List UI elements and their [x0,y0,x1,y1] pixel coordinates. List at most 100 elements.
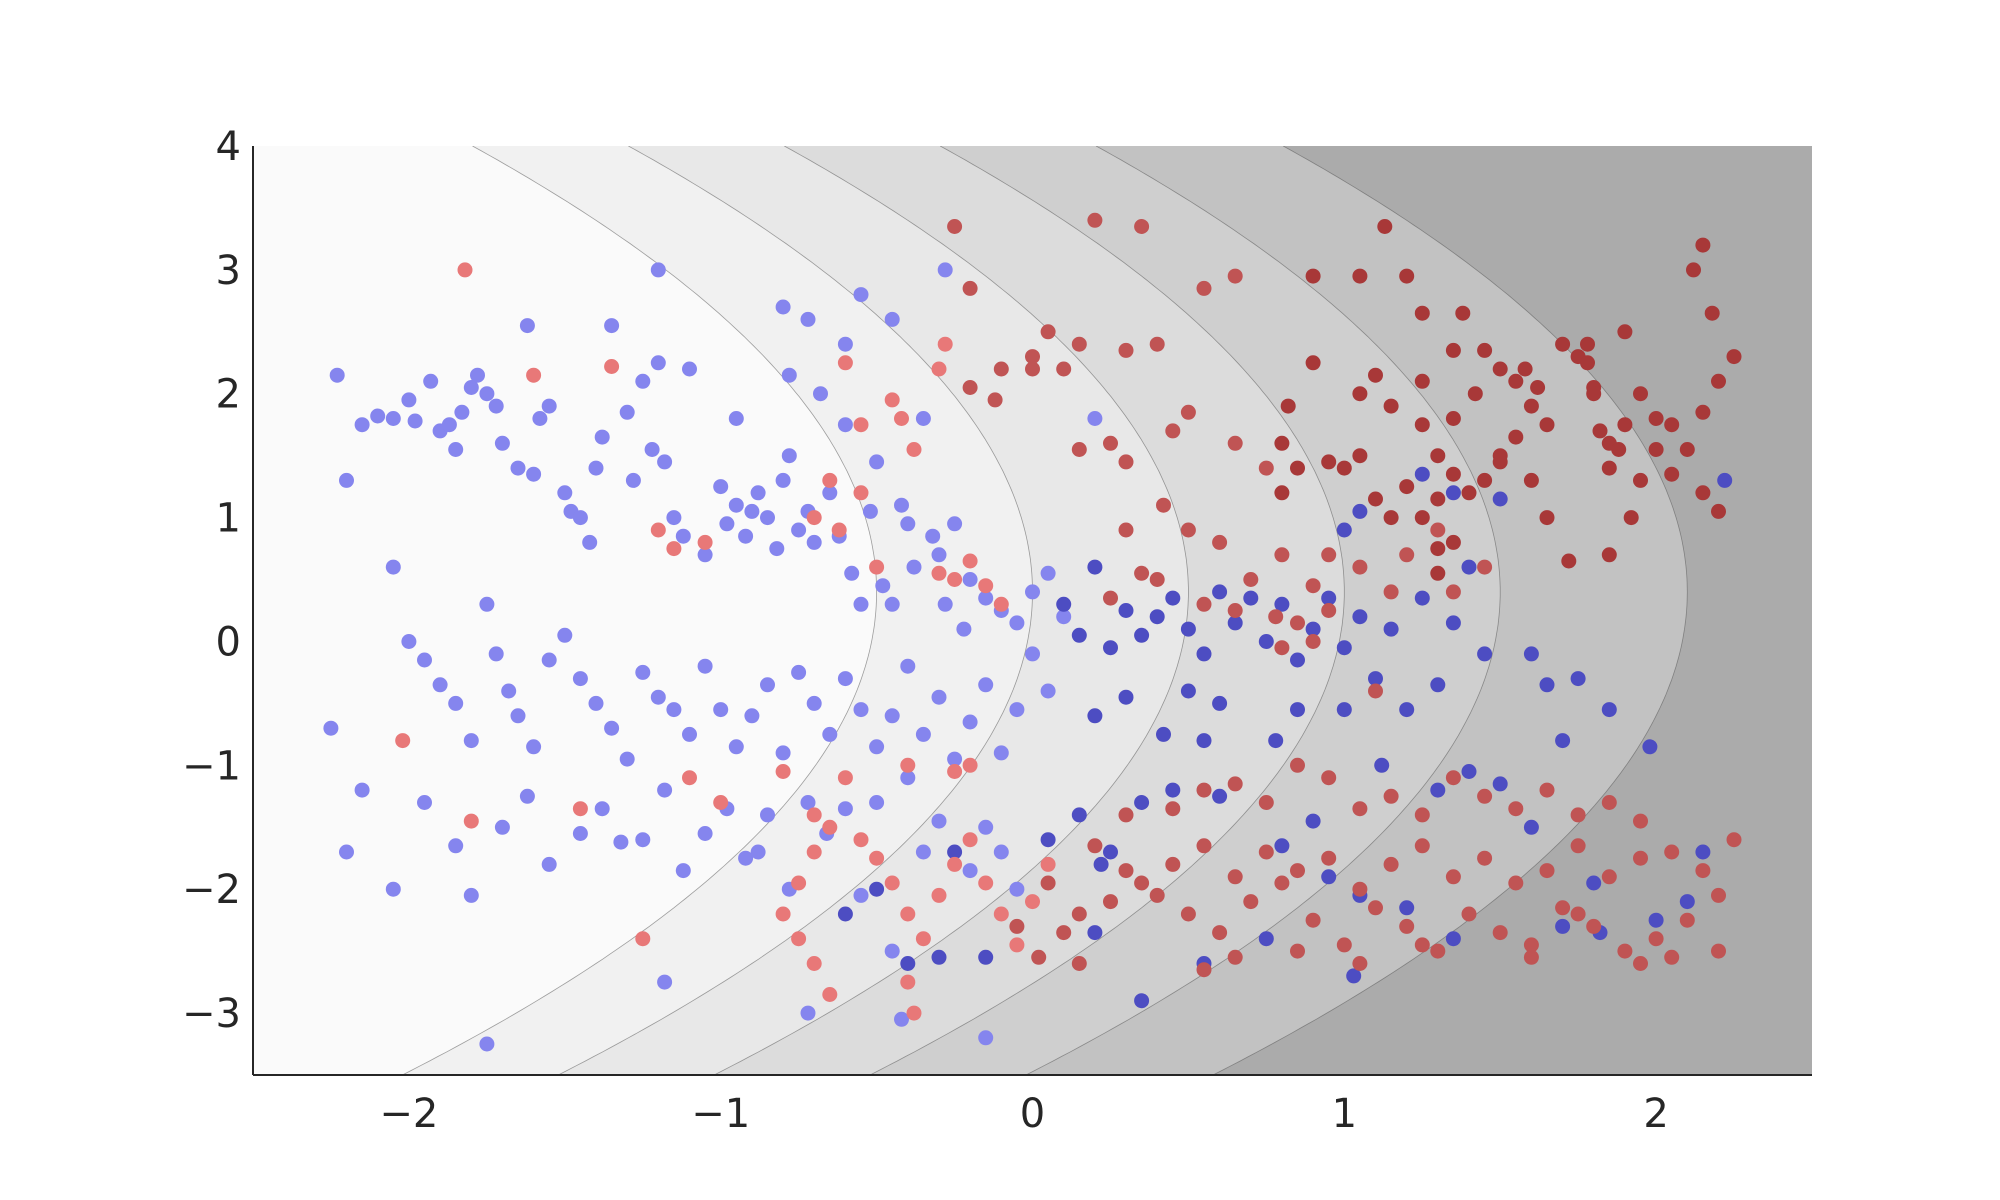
data-point [1025,894,1040,910]
data-point [1212,534,1228,550]
data-point [931,949,947,965]
data-point [1648,411,1664,426]
data-point [884,311,900,327]
data-point [588,460,604,476]
data-point [1570,906,1586,922]
data-point [1617,324,1633,340]
data-point [1336,640,1352,656]
data-point [1352,386,1368,402]
data-point [822,472,838,488]
data-point [1196,646,1212,662]
data-point [1352,503,1368,519]
data-point [760,807,775,823]
x-tick-label: 0 [1020,1091,1045,1137]
data-point [1040,683,1056,699]
data-point [385,881,401,897]
data-point [650,262,666,278]
data-point [463,380,479,395]
data-point [728,411,744,426]
data-point [572,671,588,687]
data-point [635,832,651,848]
data-point [1009,918,1025,934]
data-point [650,689,666,705]
data-point [1118,342,1134,358]
data-point [906,559,922,575]
data-point [831,522,847,538]
data-point [1180,683,1196,699]
data-point [1268,733,1284,749]
data-point [1430,522,1446,538]
data-point [915,726,931,742]
data-point [1570,807,1586,823]
data-point [1071,336,1087,352]
data-point [884,875,900,891]
data-point [900,658,916,674]
data-point [479,1036,495,1052]
data-point [1601,460,1617,476]
data-point [401,392,417,408]
data-point [853,832,869,848]
data-point [1087,411,1103,426]
data-point [853,702,869,718]
data-point [1368,900,1383,916]
data-point [775,472,791,488]
data-point [1383,788,1399,804]
data-point [738,528,754,544]
data-point [1352,801,1368,817]
data-point [588,695,604,711]
y-tick-label: 3 [216,248,241,294]
data-point [837,801,853,817]
data-point [1071,627,1087,643]
data-point [657,974,673,990]
data-point [519,788,535,804]
decision-band-6 [1213,146,1812,1075]
data-point [395,733,411,749]
data-point [806,695,822,711]
data-point [1258,931,1274,947]
data-point [1352,559,1368,575]
data-point [1009,702,1025,718]
data-point [441,417,457,433]
y-tick-label: 4 [216,124,241,170]
data-point [1274,485,1290,501]
data-point [1180,621,1196,637]
data-point [1321,850,1337,866]
data-point [454,404,470,420]
data-point [1555,733,1571,749]
data-point [1586,875,1602,891]
data-point [650,522,666,538]
scatter-points [323,212,1742,1052]
data-point [869,559,885,575]
data-point [1352,268,1368,284]
data-point [1056,596,1072,612]
data-point [1461,559,1477,575]
data-point [557,485,573,501]
data-point [1711,943,1726,959]
data-point [1517,361,1533,377]
data-point [488,646,504,662]
data-point [644,442,660,457]
series-5 [1274,219,1742,581]
data-point [1025,361,1040,377]
data-point [962,832,978,848]
data-point [1087,212,1103,228]
data-point [1461,485,1477,501]
data-point [1383,584,1399,600]
data-point [853,887,869,903]
data-point [775,906,791,922]
data-point [962,380,978,395]
data-point [1305,912,1321,928]
data-point [978,590,994,606]
data-point [1368,683,1383,699]
decision-contour-3 [714,146,1189,1075]
data-point [339,472,354,488]
data-point [744,708,760,724]
data-point [1445,466,1461,482]
data-point [1321,547,1337,563]
series-3 [395,262,1056,1021]
data-point [1180,906,1196,922]
data-point [931,689,947,705]
data-point [463,813,479,829]
data-point [837,906,853,922]
data-point [837,770,853,786]
